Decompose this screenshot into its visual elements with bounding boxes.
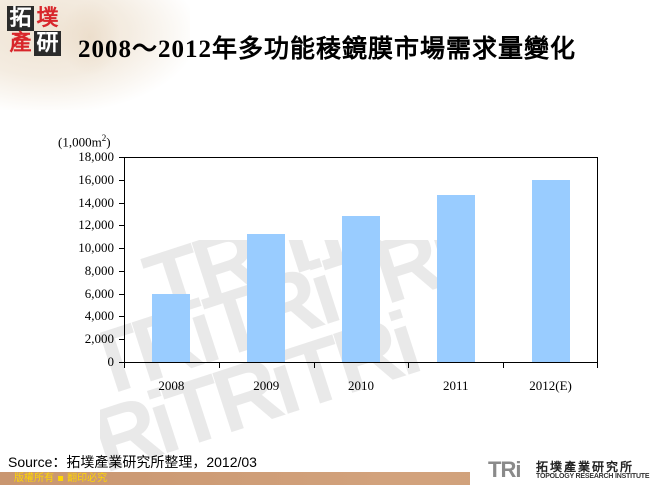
y-tick-mark xyxy=(119,362,124,363)
y-tick-label: 8,000 xyxy=(84,262,114,278)
y-tick-mark xyxy=(119,157,124,158)
y-tick-mark xyxy=(119,203,124,204)
unit-close: ) xyxy=(106,134,111,150)
x-tick-mark xyxy=(218,363,220,368)
y-tick-mark xyxy=(119,316,124,317)
y-tick-label: 14,000 xyxy=(78,194,114,210)
bar-2011 xyxy=(436,194,475,362)
y-axis-unit-label: (1,000m2) xyxy=(58,133,111,150)
x-tick-label: 2011 xyxy=(443,378,469,393)
tri-logo: 拓 墣 產 研 xyxy=(7,6,61,56)
x-tick-label: 2010 xyxy=(348,378,374,393)
y-tick-mark xyxy=(119,271,124,272)
y-tick-label: 18,000 xyxy=(78,149,114,164)
page-title: 2008～2012年多功能稜鏡膜市場需求量變化 xyxy=(78,36,577,63)
x-tick-label: 2009 xyxy=(253,378,280,393)
y-tick-label: 2,000 xyxy=(84,331,114,347)
logo-char-3: 產 xyxy=(9,31,32,56)
y-tick-mark xyxy=(119,339,124,340)
x-tick-mark xyxy=(503,363,505,368)
copyright-notice: 版權所有 ▪ 翻印必究 xyxy=(14,473,108,484)
logo-char-4: 研 xyxy=(34,31,61,56)
brand-name-english: TOPOLOGY RESEARCH INSTITUTE xyxy=(536,473,650,480)
y-tick-mark xyxy=(119,294,124,295)
y-tick-mark xyxy=(119,180,124,181)
brand-name-chinese: 拓墣產業研究所 xyxy=(536,460,635,474)
x-tick-mark xyxy=(408,363,410,368)
plot-area xyxy=(124,157,598,363)
source-note: Source：拓墣產業研究所整理，2012/03 xyxy=(8,454,257,470)
x-tick-label: 2012(E) xyxy=(529,378,572,393)
y-tick-label: 0 xyxy=(107,354,115,369)
bar-2009 xyxy=(247,234,286,362)
y-tick-label: 10,000 xyxy=(78,240,114,256)
logo-char-2: 墣 xyxy=(36,6,59,31)
y-tick-mark xyxy=(119,225,124,226)
bar-2010 xyxy=(342,216,380,362)
bar-2008 xyxy=(152,293,191,362)
x-tick-mark xyxy=(597,363,598,368)
decorative-map-accent xyxy=(60,0,120,75)
y-tick-mark xyxy=(119,248,124,249)
x-tick-mark xyxy=(313,363,315,368)
y-tick-label: 12,000 xyxy=(78,217,114,233)
bar-2012(E) xyxy=(531,179,570,362)
logo-char-1: 拓 xyxy=(7,6,34,31)
x-tick-label: 2008 xyxy=(158,378,185,393)
tri-brand-panel: TRi 拓墣產業研究所 TOPOLOGY RESEARCH INSTITUTE xyxy=(470,455,650,485)
y-tick-label: 16,000 xyxy=(78,171,114,187)
tri-mark-text: TRi xyxy=(488,457,521,482)
unit-text: (1,000m xyxy=(58,134,102,150)
y-tick-label: 4,000 xyxy=(84,308,114,324)
x-tick-mark xyxy=(124,363,125,368)
tri-logo-mark: TRi xyxy=(488,457,521,482)
unit-superscript: 2 xyxy=(101,133,107,143)
y-tick-label: 6,000 xyxy=(84,285,114,301)
